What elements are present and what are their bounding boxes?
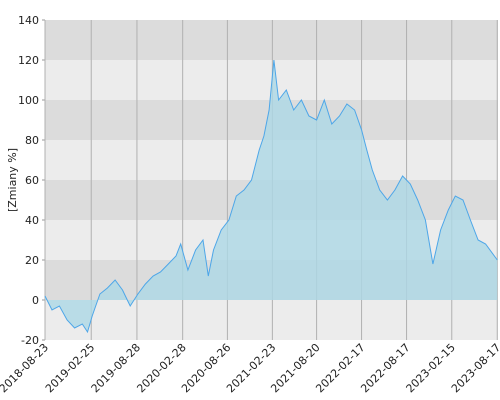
y-axis-label: [Zmiany %] [6, 148, 19, 212]
y-tick-label: 120 [18, 54, 39, 67]
y-tick-label: 40 [25, 214, 39, 227]
area [45, 60, 498, 332]
y-tick-label: 80 [25, 134, 39, 147]
y-tick-label: 20 [25, 254, 39, 267]
y-tick-label: 100 [18, 94, 39, 107]
y-tick-label: 60 [25, 174, 39, 187]
band [45, 20, 498, 60]
line [44, 59, 498, 334]
band [45, 300, 498, 340]
y-tick-label: -20 [21, 334, 39, 347]
y-tick-label: 140 [18, 14, 39, 27]
y-tick-label: 0 [32, 294, 39, 307]
